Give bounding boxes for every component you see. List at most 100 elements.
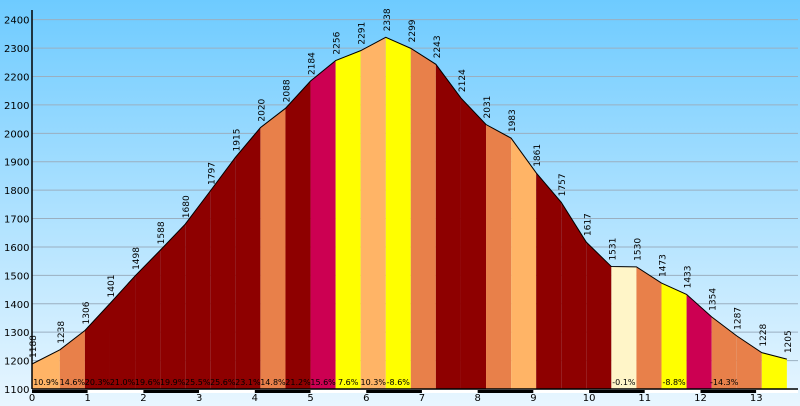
grade-label-10: 21.2% [285,378,311,387]
km-scale-bar-0 [32,390,88,393]
grade-segments [32,37,787,390]
grade-label-25: -8.8% [662,378,686,387]
axes [31,10,798,393]
y-tick-label-10: 2100 [4,101,29,112]
grade-label-4: 19.6% [135,378,161,387]
elevation-label-6: 1680 [182,195,192,218]
elevation-labels: 1188 1238 1306 1401 1498 1588 1680 1797 1915 2020… [29,8,794,358]
grade-segment-2 [84,303,110,389]
km-scale-bar-9 [533,390,590,393]
x-tick-label-3: 3 [196,393,202,404]
elevation-label-9: 2020 [257,98,267,121]
km-scale-bar-11 [644,390,701,393]
elevation-label-18: 2031 [483,96,493,119]
grade-label-23: -0.1% [612,378,636,387]
km-scale-bar-6 [366,390,422,393]
y-tick-label-2: 1300 [4,328,29,339]
grade-segment-27 [711,316,737,389]
y-tick-label-5: 1600 [4,243,29,254]
profile-line [31,36,787,365]
elevation-label-1: 1238 [57,321,67,344]
grade-segment-26 [686,294,712,389]
grade-segment-25 [661,283,687,389]
grade-segment-10 [285,81,311,389]
y-tick-label-3: 1400 [4,300,29,311]
grade-segment-14 [385,37,411,389]
x-tick-label-8: 8 [474,393,480,404]
grade-segment-12 [335,50,361,389]
x-tick-label-11: 11 [638,393,651,404]
grade-segment-17 [460,98,487,389]
y-tick-label-7: 1800 [4,186,29,197]
grade-segment-0 [32,349,60,389]
grade-label-9: 14.8% [260,378,286,387]
elevation-label-27: 1354 [709,288,719,311]
km-scale-bar-7 [421,390,478,393]
km-scale-bar-2 [143,390,200,393]
x-tick-label-2: 2 [140,393,146,404]
elevation-label-19: 1983 [508,109,518,132]
x-tick-label-7: 7 [419,393,425,404]
elevation-label-4: 1498 [132,247,142,270]
grade-label-0: 10.9% [33,378,59,387]
elevation-label-12: 2256 [333,31,343,54]
grade-segment-19 [511,138,537,389]
grade-label-5: 19.9% [160,378,186,387]
x-tick-label-4: 4 [252,393,258,404]
grade-label-11: 15.6% [310,378,336,387]
elevation-label-8: 1915 [232,129,242,152]
elevation-label-14: 2338 [383,8,393,31]
x-tick-label-9: 9 [530,393,536,404]
grade-label-7: 25.6% [210,378,236,387]
elevation-label-26: 1433 [684,265,694,288]
elevation-label-21: 1757 [558,173,568,196]
y-tick-label-6: 1700 [4,215,29,226]
km-scale-bar-10 [589,390,645,393]
km-scale-bar-12 [700,390,757,393]
elevation-label-17: 2124 [458,69,468,92]
y-tick-label-11: 2200 [4,73,29,84]
elevation-label-25: 1473 [659,254,669,277]
grade-label-8: 23.1% [235,378,261,387]
grade-segment-8 [235,127,261,390]
grade-label-1: 14.6% [60,378,86,387]
y-tick-label-9: 2000 [4,129,29,140]
km-scale-bar-13 [756,390,798,393]
elevation-label-2: 1306 [82,301,92,324]
grade-segment-11 [310,60,336,389]
km-scale-bar-4 [254,390,311,393]
elevation-label-30: 1205 [784,330,794,353]
y-tick-label-1: 1200 [4,357,29,368]
grade-segment-4 [135,250,161,389]
grade-segment-29 [761,352,787,389]
elevation-label-20: 1861 [533,144,543,167]
grade-label-6: 25.5% [185,378,211,387]
x-tick-label-12: 12 [694,393,707,404]
grade-label-27: -14.3% [710,378,739,387]
grade-segment-9 [260,108,286,390]
x-tick-label-6: 6 [363,393,369,404]
km-scale-bar-8 [477,390,534,393]
elevation-label-0: 1188 [29,335,39,358]
elevation-label-15: 2299 [408,19,418,42]
grade-segment-24 [636,266,662,389]
grade-segment-13 [360,37,386,389]
x-tick-label-13: 13 [750,393,763,404]
elevation-label-22: 1617 [583,213,593,236]
km-scale-bar-1 [87,390,144,393]
elevation-label-24: 1530 [633,238,643,261]
elevation-label-29: 1228 [759,323,769,346]
elevation-label-7: 1797 [207,162,217,185]
elevation-label-13: 2291 [358,22,368,45]
x-tick-label-0: 0 [29,393,35,404]
elevation-label-5: 1588 [157,221,167,244]
elevation-label-3: 1401 [107,275,117,298]
y-tick-label-8: 1900 [4,158,29,169]
elevation-label-28: 1287 [734,307,744,330]
x-tick-labels: 0 1 2 3 4 5 6 7 8 9 10 11 12 13 [29,393,763,404]
x-tick-label-1: 1 [85,393,91,404]
grade-label-3: 21.0% [110,378,136,387]
km-scale-bar-5 [310,390,367,393]
elevation-label-23: 1531 [608,238,618,261]
